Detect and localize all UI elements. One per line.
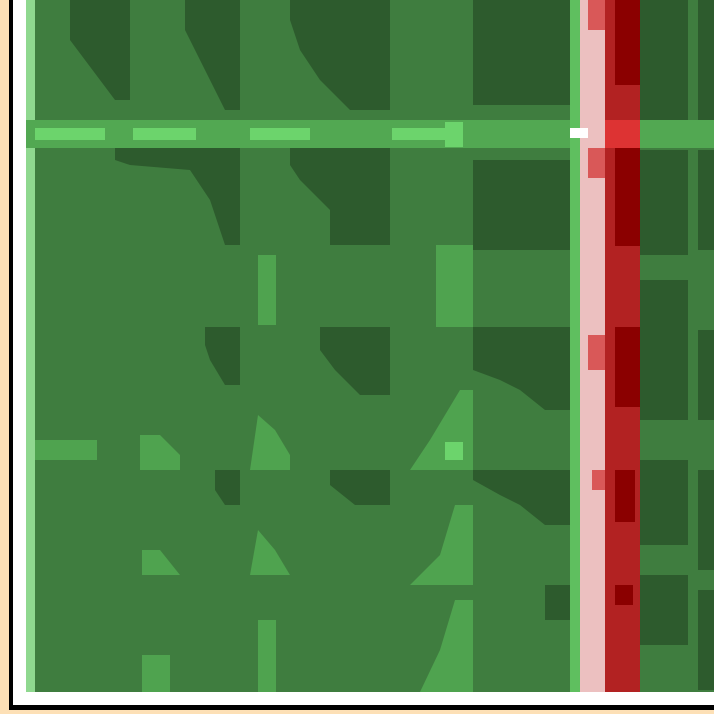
edge-strip	[26, 0, 35, 692]
column-edge	[570, 0, 580, 692]
band-highlights	[35, 122, 463, 460]
light-patches	[35, 245, 473, 692]
pink-patches	[588, 0, 605, 490]
dark-red-patches	[615, 0, 640, 605]
red-band	[605, 120, 640, 148]
band-tip	[570, 128, 588, 138]
dark-patches	[70, 0, 714, 690]
